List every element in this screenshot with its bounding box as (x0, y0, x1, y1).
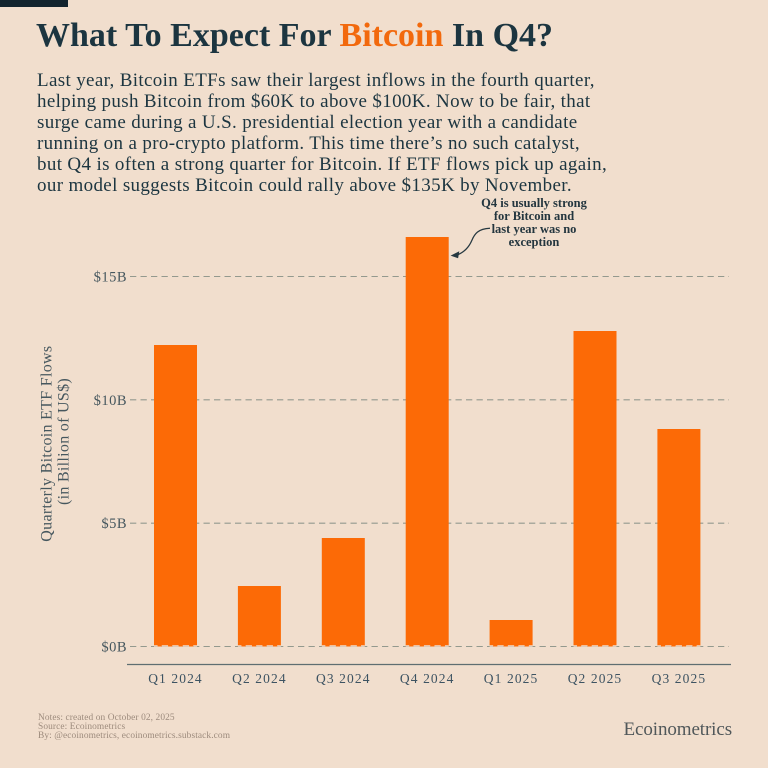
svg-text:$5B: $5B (101, 516, 127, 532)
svg-text:Q1 2024: Q1 2024 (148, 671, 203, 686)
svg-text:Q2 2024: Q2 2024 (232, 671, 287, 686)
svg-text:$10B: $10B (94, 393, 127, 409)
svg-text:last year was no: last year was no (492, 222, 577, 236)
svg-text:Q1 2025: Q1 2025 (484, 671, 539, 686)
svg-text:for Bitcoin and: for Bitcoin and (494, 209, 574, 223)
svg-text:Q4 2024: Q4 2024 (400, 671, 455, 686)
svg-text:$0B: $0B (101, 640, 127, 656)
svg-text:Q4 is usually strong: Q4 is usually strong (481, 196, 587, 210)
svg-text:Q3 2024: Q3 2024 (316, 671, 371, 686)
svg-text:Q3 2025: Q3 2025 (652, 671, 707, 686)
svg-text:Q2 2025: Q2 2025 (568, 671, 623, 686)
svg-text:exception: exception (509, 235, 560, 249)
svg-text:$15B: $15B (94, 270, 127, 286)
svg-text:Quarterly Bitcoin ETF Flows: Quarterly Bitcoin ETF Flows (in Billion … (39, 341, 73, 541)
